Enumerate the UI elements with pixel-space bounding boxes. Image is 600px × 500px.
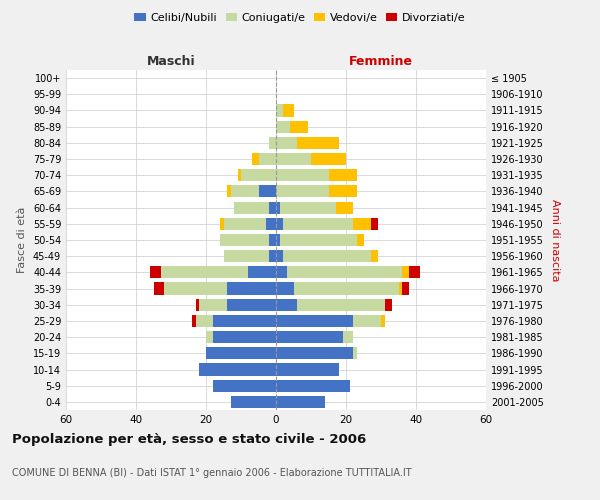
Bar: [297, 298, 385, 311]
Bar: [283, 250, 371, 262]
Bar: [329, 186, 356, 198]
Bar: [276, 153, 311, 165]
Bar: [287, 266, 402, 278]
Bar: [353, 218, 371, 230]
Bar: [161, 266, 248, 278]
Bar: [409, 266, 419, 278]
Text: Femmine: Femmine: [349, 54, 413, 68]
Bar: [356, 234, 364, 246]
Text: COMUNE DI BENNA (BI) - Dati ISTAT 1° gennaio 2006 - Elaborazione TUTTITALIA.IT: COMUNE DI BENNA (BI) - Dati ISTAT 1° gen…: [12, 468, 412, 477]
Bar: [381, 315, 385, 327]
Text: Maschi: Maschi: [146, 54, 196, 68]
Bar: [259, 153, 276, 165]
Bar: [241, 169, 276, 181]
Bar: [220, 218, 223, 230]
Bar: [283, 104, 293, 117]
Bar: [269, 234, 276, 246]
Bar: [311, 153, 346, 165]
Bar: [269, 250, 276, 262]
Bar: [248, 266, 276, 278]
Bar: [265, 218, 276, 230]
Bar: [353, 315, 381, 327]
Bar: [269, 137, 276, 149]
Bar: [385, 298, 392, 311]
Bar: [150, 266, 161, 278]
Bar: [199, 298, 227, 311]
Bar: [371, 250, 377, 262]
Y-axis label: Fasce di età: Fasce di età: [17, 207, 27, 273]
Bar: [276, 234, 280, 246]
Bar: [297, 137, 339, 149]
Bar: [196, 315, 213, 327]
Bar: [196, 298, 199, 311]
Bar: [276, 348, 353, 360]
Bar: [402, 266, 409, 278]
Bar: [223, 218, 265, 230]
Bar: [276, 298, 297, 311]
Bar: [329, 169, 356, 181]
Bar: [276, 250, 283, 262]
Bar: [154, 282, 164, 294]
Bar: [213, 315, 276, 327]
Bar: [276, 186, 329, 198]
Bar: [269, 202, 276, 213]
Bar: [213, 331, 276, 343]
Bar: [276, 364, 339, 376]
Bar: [251, 153, 259, 165]
Bar: [276, 120, 290, 132]
Bar: [199, 364, 276, 376]
Text: Popolazione per età, sesso e stato civile - 2006: Popolazione per età, sesso e stato civil…: [12, 432, 366, 446]
Bar: [402, 282, 409, 294]
Bar: [276, 104, 283, 117]
Bar: [230, 186, 259, 198]
Bar: [276, 202, 280, 213]
Bar: [283, 218, 353, 230]
Bar: [290, 120, 308, 132]
Bar: [276, 331, 343, 343]
Bar: [276, 396, 325, 408]
Bar: [276, 266, 287, 278]
Bar: [335, 202, 353, 213]
Bar: [280, 202, 335, 213]
Bar: [238, 169, 241, 181]
Bar: [276, 218, 283, 230]
Legend: Celibi/Nubili, Coniugati/e, Vedovi/e, Divorziati/e: Celibi/Nubili, Coniugati/e, Vedovi/e, Di…: [130, 8, 470, 27]
Bar: [276, 315, 353, 327]
Bar: [164, 282, 227, 294]
Bar: [293, 282, 398, 294]
Bar: [398, 282, 402, 294]
Bar: [213, 380, 276, 392]
Bar: [276, 380, 349, 392]
Bar: [371, 218, 377, 230]
Bar: [234, 202, 269, 213]
Bar: [280, 234, 356, 246]
Bar: [230, 396, 276, 408]
Bar: [223, 250, 269, 262]
Bar: [276, 137, 297, 149]
Bar: [206, 331, 213, 343]
Bar: [227, 282, 276, 294]
Bar: [276, 282, 293, 294]
Bar: [343, 331, 353, 343]
Bar: [259, 186, 276, 198]
Bar: [227, 186, 230, 198]
Bar: [227, 298, 276, 311]
Y-axis label: Anni di nascita: Anni di nascita: [550, 198, 560, 281]
Bar: [192, 315, 196, 327]
Bar: [276, 169, 329, 181]
Bar: [353, 348, 356, 360]
Bar: [220, 234, 269, 246]
Bar: [206, 348, 276, 360]
